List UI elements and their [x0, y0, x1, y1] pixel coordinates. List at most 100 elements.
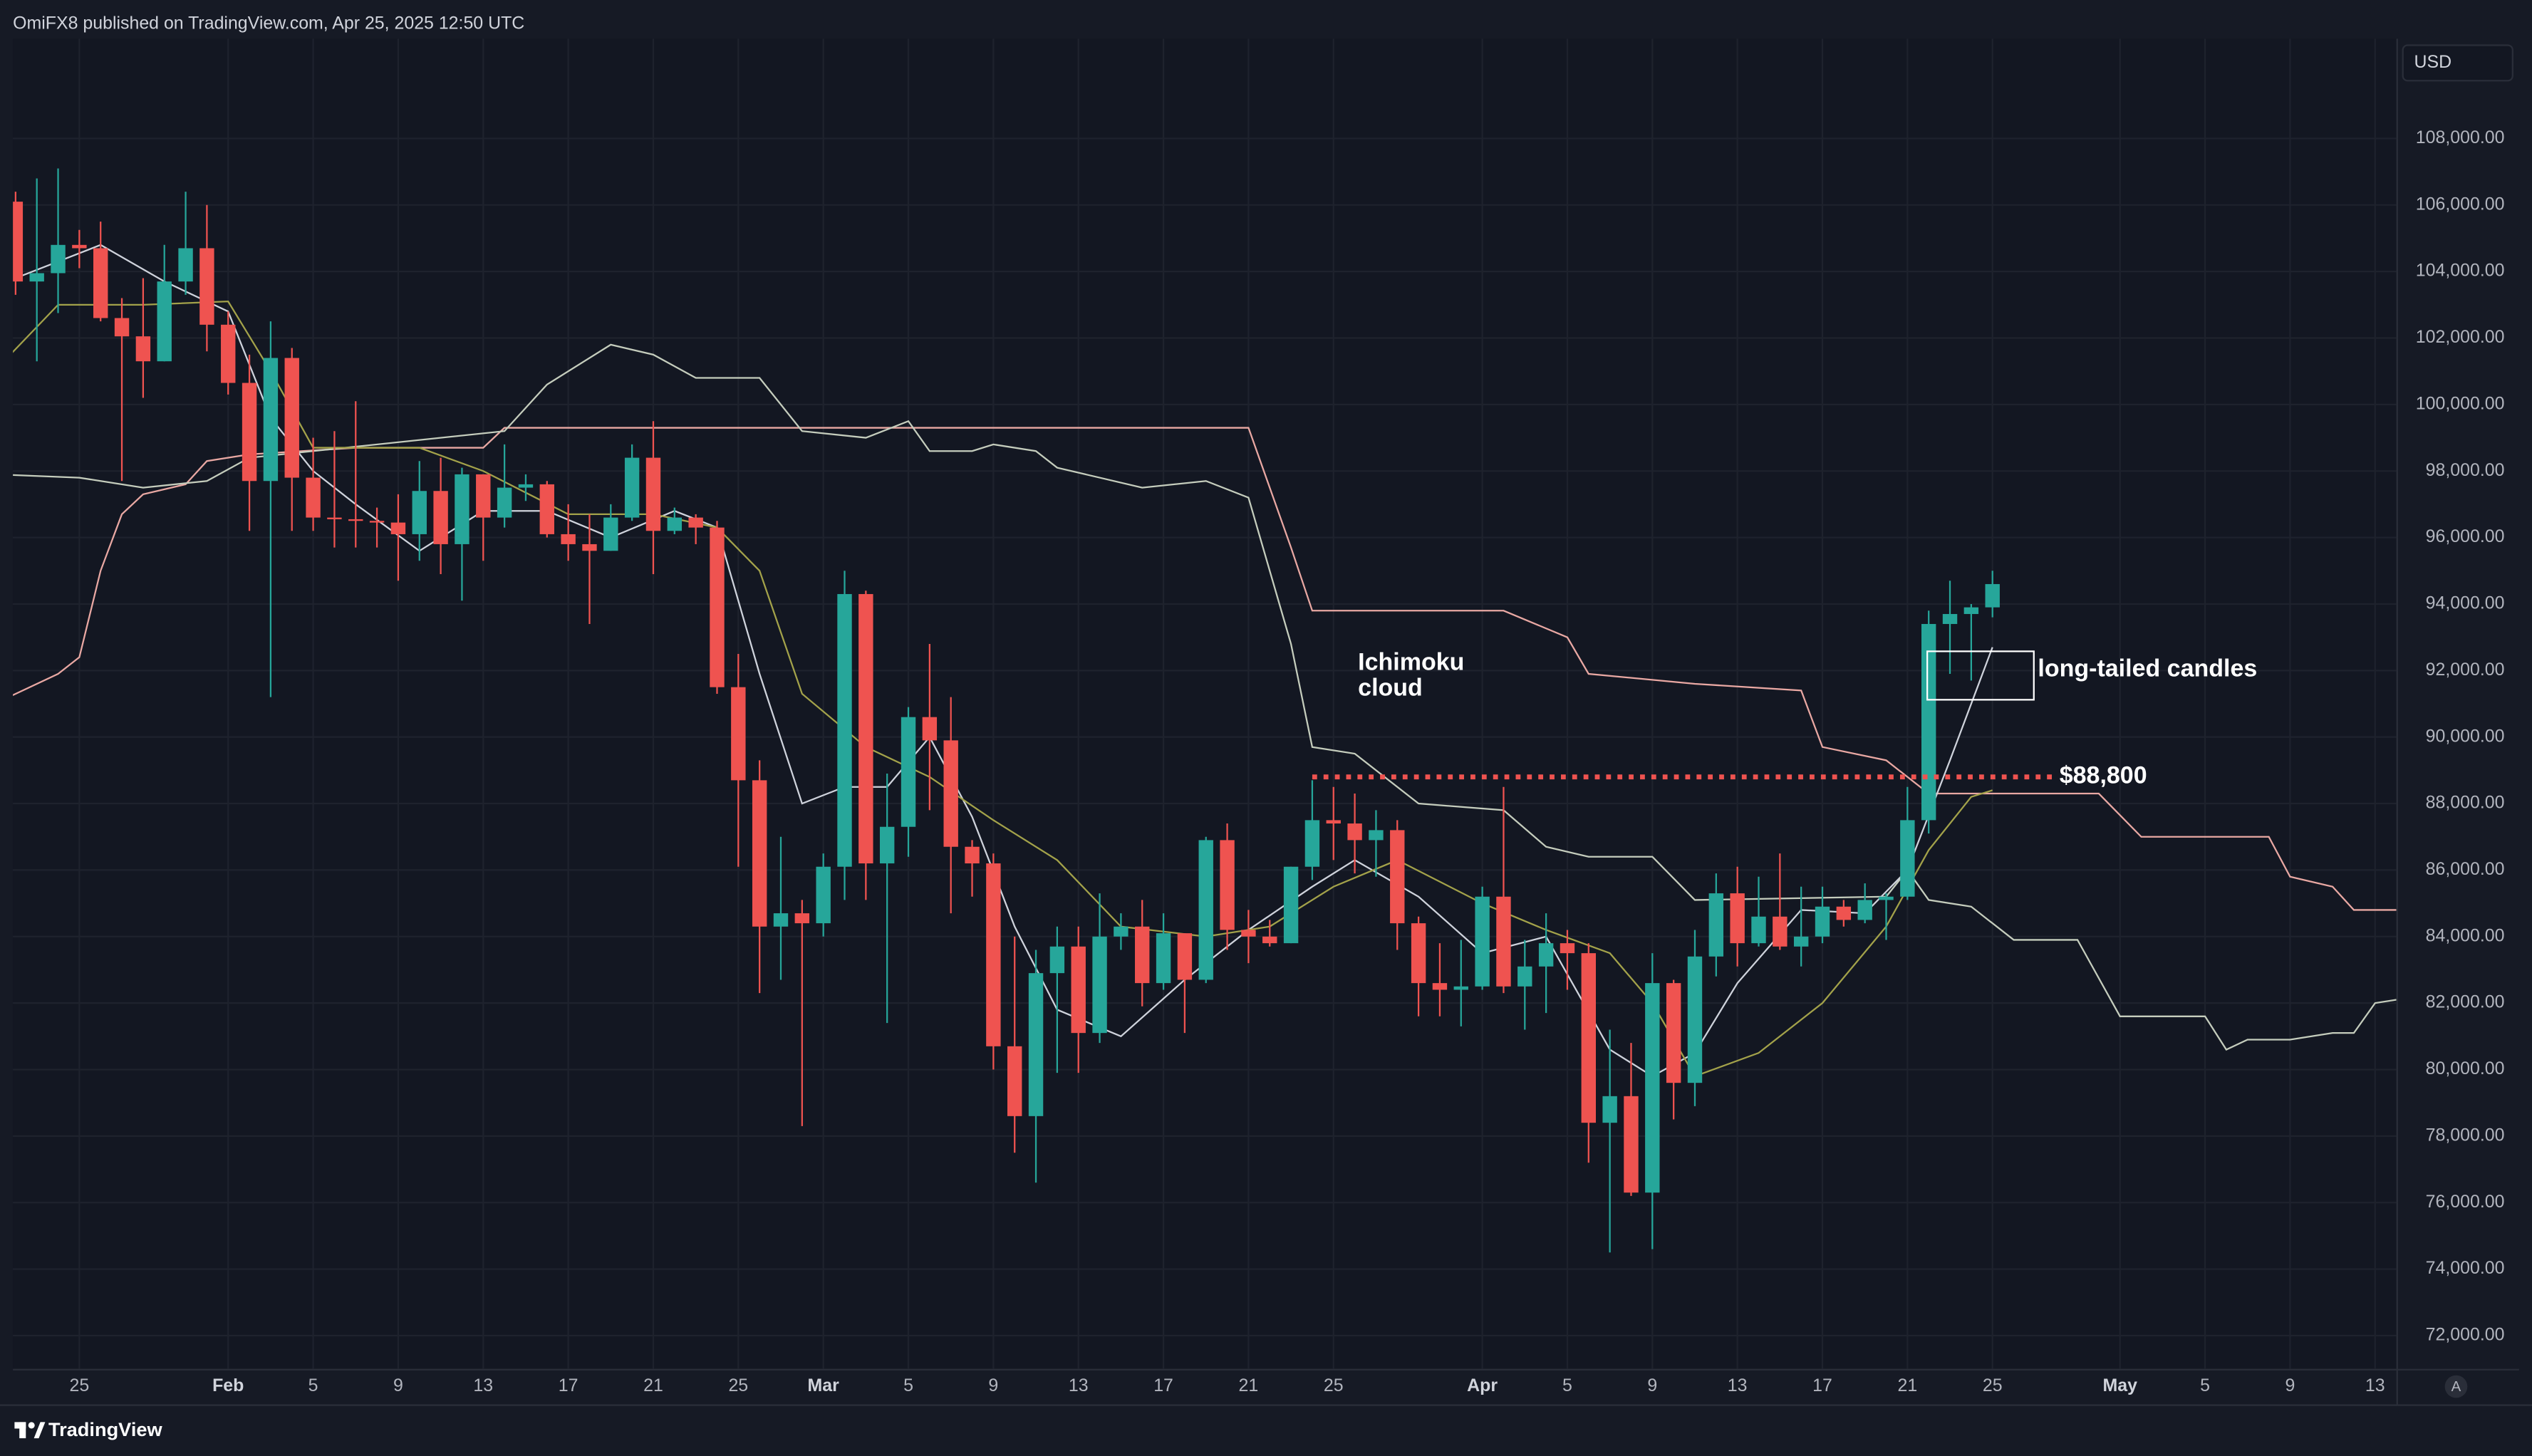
candle-body — [1241, 930, 1256, 937]
brand-logo — [14, 1422, 46, 1439]
candle-body — [710, 527, 725, 687]
candle-body — [1793, 936, 1809, 947]
candle-body — [1708, 893, 1724, 957]
candle-body — [901, 717, 916, 827]
x-tick-label: 21 — [1239, 1376, 1259, 1395]
candle-body — [965, 846, 980, 864]
candle-body — [13, 202, 24, 282]
candle-body — [1283, 866, 1299, 944]
y-tick-label: 78,000.00 — [2426, 1125, 2505, 1145]
highlight-box — [1926, 650, 2035, 701]
y-tick-label: 86,000.00 — [2426, 859, 2505, 879]
x-tick-label: 13 — [2365, 1376, 2385, 1395]
y-tick-label: 92,000.00 — [2426, 660, 2505, 680]
indicator-line — [13, 427, 2397, 911]
candle-body — [603, 517, 618, 551]
candle-body — [72, 244, 87, 249]
candle-body — [624, 457, 640, 518]
candle-body — [1135, 926, 1150, 984]
y-tick-label: 80,000.00 — [2426, 1059, 2505, 1078]
x-tick-label: 25 — [70, 1376, 90, 1395]
x-tick-label: Apr — [1467, 1376, 1498, 1395]
candle-body — [1071, 946, 1086, 1034]
candle-body — [1985, 583, 2000, 608]
candle-body — [1560, 943, 1575, 954]
indicator-line — [13, 343, 2397, 1051]
y-tick-label: 96,000.00 — [2426, 526, 2505, 546]
x-tick-label: 21 — [1897, 1376, 1917, 1395]
auto-scale-button[interactable] — [2444, 1375, 2468, 1398]
candle-body — [582, 544, 597, 551]
x-tick-label: 9 — [2285, 1376, 2295, 1395]
candle-body — [497, 487, 512, 518]
x-tick-label: 25 — [1983, 1376, 2003, 1395]
x-tick-label: 5 — [308, 1376, 318, 1395]
candle-body — [731, 687, 746, 781]
candle-body — [561, 534, 576, 544]
candle-body — [1963, 607, 1979, 614]
candle-body — [1496, 896, 1511, 987]
x-tick-label: 17 — [559, 1376, 578, 1395]
candle-body — [1028, 973, 1044, 1116]
candle-body — [284, 358, 299, 478]
candle-body — [1645, 983, 1660, 1193]
x-tick-label: 25 — [1324, 1376, 1344, 1395]
currency-label[interactable]: USD — [2414, 52, 2452, 72]
candle-body — [263, 358, 279, 482]
candle-body — [1390, 830, 1405, 924]
auto-scale-label[interactable]: A — [2451, 1379, 2461, 1395]
candle-body — [1538, 943, 1554, 967]
x-tick-label: 9 — [988, 1376, 998, 1395]
candle-body — [1836, 906, 1852, 920]
annotation-long-tailed: long-tailed candles — [2038, 655, 2257, 682]
candle-body — [1411, 923, 1426, 984]
y-tick-label: 94,000.00 — [2426, 593, 2505, 613]
candle-body — [369, 521, 385, 523]
indicator-line — [13, 301, 1993, 1078]
candle-body — [645, 457, 661, 531]
candle-body — [1177, 933, 1193, 980]
candle-body — [539, 484, 554, 534]
candle-body — [1921, 623, 1936, 821]
x-tick-label: 17 — [1812, 1376, 1832, 1395]
candle-body — [1156, 933, 1171, 984]
x-tick-label: 9 — [393, 1376, 403, 1395]
x-tick-label: 21 — [643, 1376, 663, 1395]
candle-body — [518, 484, 534, 488]
candle-body — [93, 248, 108, 318]
candle-body — [1751, 916, 1766, 944]
candle-body — [1687, 956, 1703, 1083]
candle-body — [1347, 823, 1362, 841]
x-tick-label: Mar — [808, 1376, 840, 1395]
candle-body — [1220, 840, 1235, 930]
candle-body — [327, 517, 342, 519]
plot-area — [13, 38, 2397, 1369]
x-tick-label: 13 — [473, 1376, 493, 1395]
candle-body — [1198, 840, 1213, 980]
candle-body — [922, 717, 938, 741]
x-tick-label: 13 — [1728, 1376, 1748, 1395]
candle-body — [1517, 966, 1532, 987]
candle-body — [1581, 953, 1597, 1123]
brand-name: TradingView — [48, 1418, 163, 1440]
currency-box[interactable] — [2402, 44, 2513, 82]
candle-body — [178, 248, 193, 282]
level-label: $88,800 — [2060, 762, 2147, 789]
annotation-ichimoku: Ichimoku — [1358, 648, 1464, 675]
candle-body — [1432, 983, 1448, 990]
x-tick-label: May — [2102, 1376, 2137, 1395]
candle-body — [1475, 896, 1490, 987]
y-tick-label: 108,000.00 — [2416, 128, 2505, 147]
candle-body — [199, 248, 214, 325]
y-tick-label: 102,000.00 — [2416, 327, 2505, 347]
candle-body — [29, 273, 44, 282]
candle-body — [1326, 820, 1341, 824]
x-tick-label: 5 — [1562, 1376, 1572, 1395]
candle-body — [1049, 946, 1065, 974]
candle-body — [1773, 916, 1788, 947]
candle-body — [433, 491, 448, 544]
candle-body — [157, 281, 172, 362]
candle-body — [752, 780, 767, 927]
candle-body — [455, 474, 469, 544]
